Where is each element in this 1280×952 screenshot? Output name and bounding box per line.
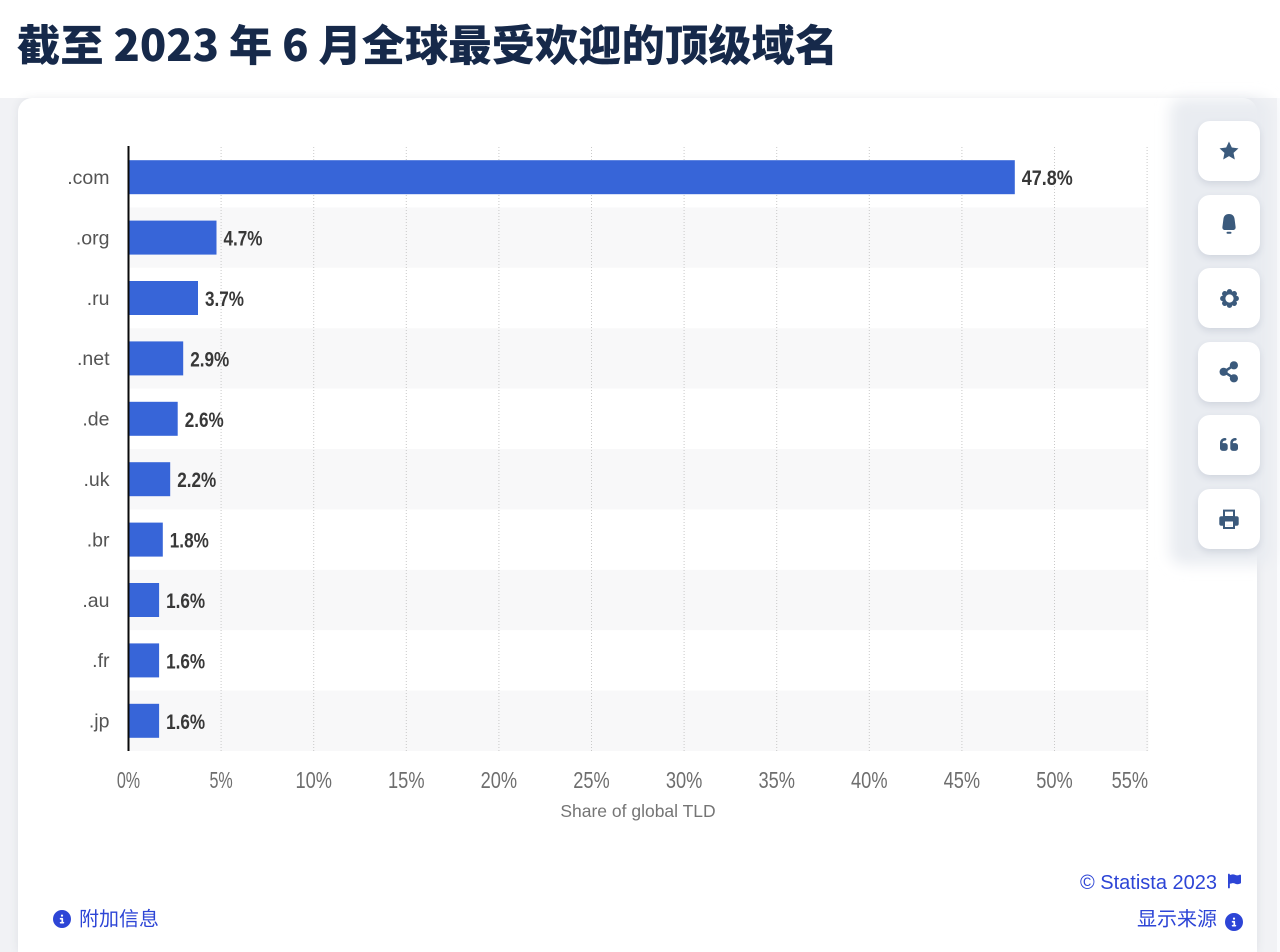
svg-text:35%: 35% <box>758 767 795 793</box>
svg-text:.uk: .uk <box>83 469 109 491</box>
svg-text:.au: .au <box>82 590 109 612</box>
svg-text:1.6%: 1.6% <box>166 649 205 673</box>
svg-text:4.7%: 4.7% <box>224 227 263 251</box>
svg-text:.ru: .ru <box>87 288 110 310</box>
svg-text:1.8%: 1.8% <box>170 529 209 553</box>
svg-text:50%: 50% <box>1036 767 1073 793</box>
svg-text:3.7%: 3.7% <box>205 287 244 311</box>
svg-text:5%: 5% <box>209 767 232 793</box>
svg-text:10%: 10% <box>295 767 332 793</box>
svg-text:.de: .de <box>82 409 109 431</box>
svg-text:.org: .org <box>76 227 110 249</box>
svg-text:45%: 45% <box>944 767 981 793</box>
svg-text:.fr: .fr <box>92 650 110 672</box>
svg-text:20%: 20% <box>481 767 518 793</box>
svg-text:Share of global TLD: Share of global TLD <box>560 801 715 821</box>
svg-text:2.2%: 2.2% <box>177 468 216 492</box>
svg-text:2.9%: 2.9% <box>190 347 229 371</box>
svg-text:.net: .net <box>77 348 110 370</box>
svg-text:30%: 30% <box>666 767 703 793</box>
svg-text:1.6%: 1.6% <box>166 710 205 734</box>
svg-text:1.6%: 1.6% <box>166 589 205 613</box>
svg-text:25%: 25% <box>573 767 610 793</box>
svg-text:0%: 0% <box>117 767 140 793</box>
svg-text:47.8%: 47.8% <box>1022 166 1073 190</box>
svg-text:2.6%: 2.6% <box>185 408 224 432</box>
svg-text:.jp: .jp <box>89 711 110 733</box>
svg-text:.com: .com <box>67 167 109 189</box>
svg-text:55%: 55% <box>1112 767 1149 793</box>
svg-text:15%: 15% <box>388 767 425 793</box>
svg-text:.br: .br <box>87 529 110 551</box>
svg-text:40%: 40% <box>851 767 888 793</box>
